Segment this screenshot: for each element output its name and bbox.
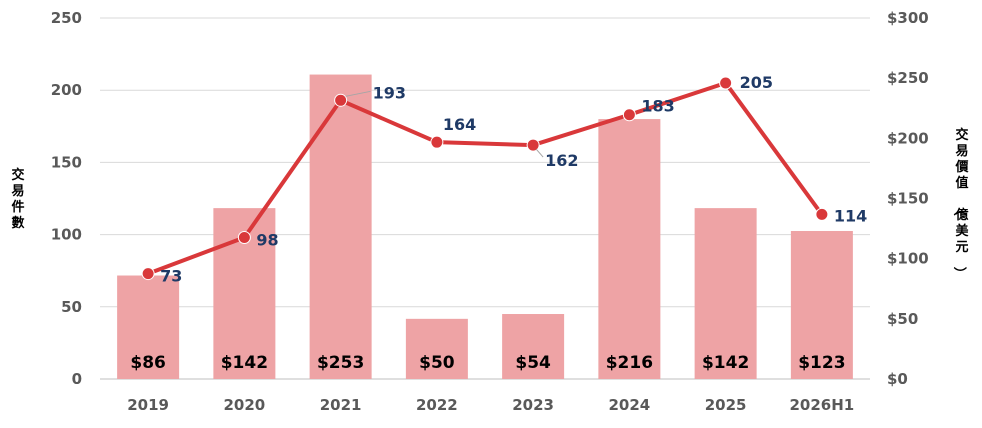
left-tick-label: 200 — [51, 81, 82, 99]
bar — [117, 275, 180, 379]
axis-titles: 交易件數 交易價值（億美元） — [11, 127, 969, 280]
x-tick-label: 2020 — [224, 396, 266, 414]
line-value-label: 183 — [641, 97, 674, 116]
bar-value-label: $123 — [798, 353, 845, 373]
line-point — [334, 93, 348, 107]
line-point — [237, 230, 251, 244]
right-tick-label: $300 — [887, 9, 929, 27]
bar — [405, 318, 468, 379]
line-value-label: 205 — [740, 73, 773, 92]
bar — [790, 230, 853, 379]
left-tick-label: 50 — [61, 298, 82, 316]
bar — [598, 119, 661, 379]
x-tick-label: 2023 — [512, 396, 554, 414]
right-axis-ticks: $0 $50 $100 $150 $200 $250 $300 — [887, 9, 929, 388]
leader-line — [345, 90, 371, 97]
line-point — [141, 267, 155, 281]
left-tick-label: 150 — [51, 153, 82, 171]
x-tick-label: 2024 — [609, 396, 651, 414]
bar-value-label: $142 — [702, 353, 749, 373]
bar — [309, 74, 372, 379]
bar-value-label: $54 — [515, 353, 551, 373]
bar-data-labels: $86 $142 $253 $50 $54 $216 $142 $123 — [130, 353, 845, 373]
right-tick-label: $100 — [887, 250, 929, 268]
bar-value-label: $142 — [221, 353, 268, 373]
right-tick-label: $250 — [887, 69, 929, 87]
left-axis-title: 交易件數 — [11, 167, 24, 231]
line-point — [815, 207, 829, 221]
x-tick-label: 2026H1 — [790, 396, 855, 414]
x-axis-ticks: 2019 2020 2021 2022 2023 2024 2025 2026H1 — [127, 396, 854, 414]
right-tick-label: $200 — [887, 129, 929, 147]
x-tick-label: 2021 — [320, 396, 362, 414]
line-value-label: 73 — [160, 267, 182, 286]
line-series — [147, 80, 824, 276]
line-data-labels: 73 98 193 164 162 183 205 114 — [160, 73, 867, 286]
line-value-label: 98 — [256, 230, 278, 249]
left-axis-ticks: 0 50 100 150 200 250 — [51, 9, 82, 388]
bar — [502, 314, 565, 379]
line-value-label: 164 — [443, 115, 476, 134]
line-value-label: 114 — [834, 206, 867, 225]
line-value-label: 162 — [545, 151, 578, 170]
bar-value-label: $216 — [606, 353, 653, 373]
line-value-label: 193 — [373, 83, 406, 102]
right-axis-title: 交易價值（億美元） — [951, 127, 969, 280]
bar-value-label: $253 — [317, 353, 364, 373]
x-tick-label: 2025 — [705, 396, 747, 414]
leader-line — [535, 148, 544, 158]
x-tick-label: 2022 — [416, 396, 458, 414]
line-point — [719, 76, 733, 90]
bar — [694, 208, 757, 379]
line-point — [430, 135, 444, 149]
left-tick-label: 100 — [51, 226, 82, 244]
line-point — [526, 138, 540, 152]
line-point — [622, 108, 636, 122]
line-path — [147, 80, 824, 276]
bar-value-label: $86 — [130, 353, 166, 373]
left-tick-label: 250 — [51, 9, 82, 27]
right-tick-label: $150 — [887, 190, 929, 208]
x-tick-label: 2019 — [127, 396, 169, 414]
right-tick-label: $50 — [887, 310, 918, 328]
left-tick-label: 0 — [72, 370, 82, 388]
bar-value-label: $50 — [419, 353, 455, 373]
line-points — [141, 76, 829, 281]
bar-series — [117, 74, 853, 379]
right-tick-label: $0 — [887, 370, 908, 388]
